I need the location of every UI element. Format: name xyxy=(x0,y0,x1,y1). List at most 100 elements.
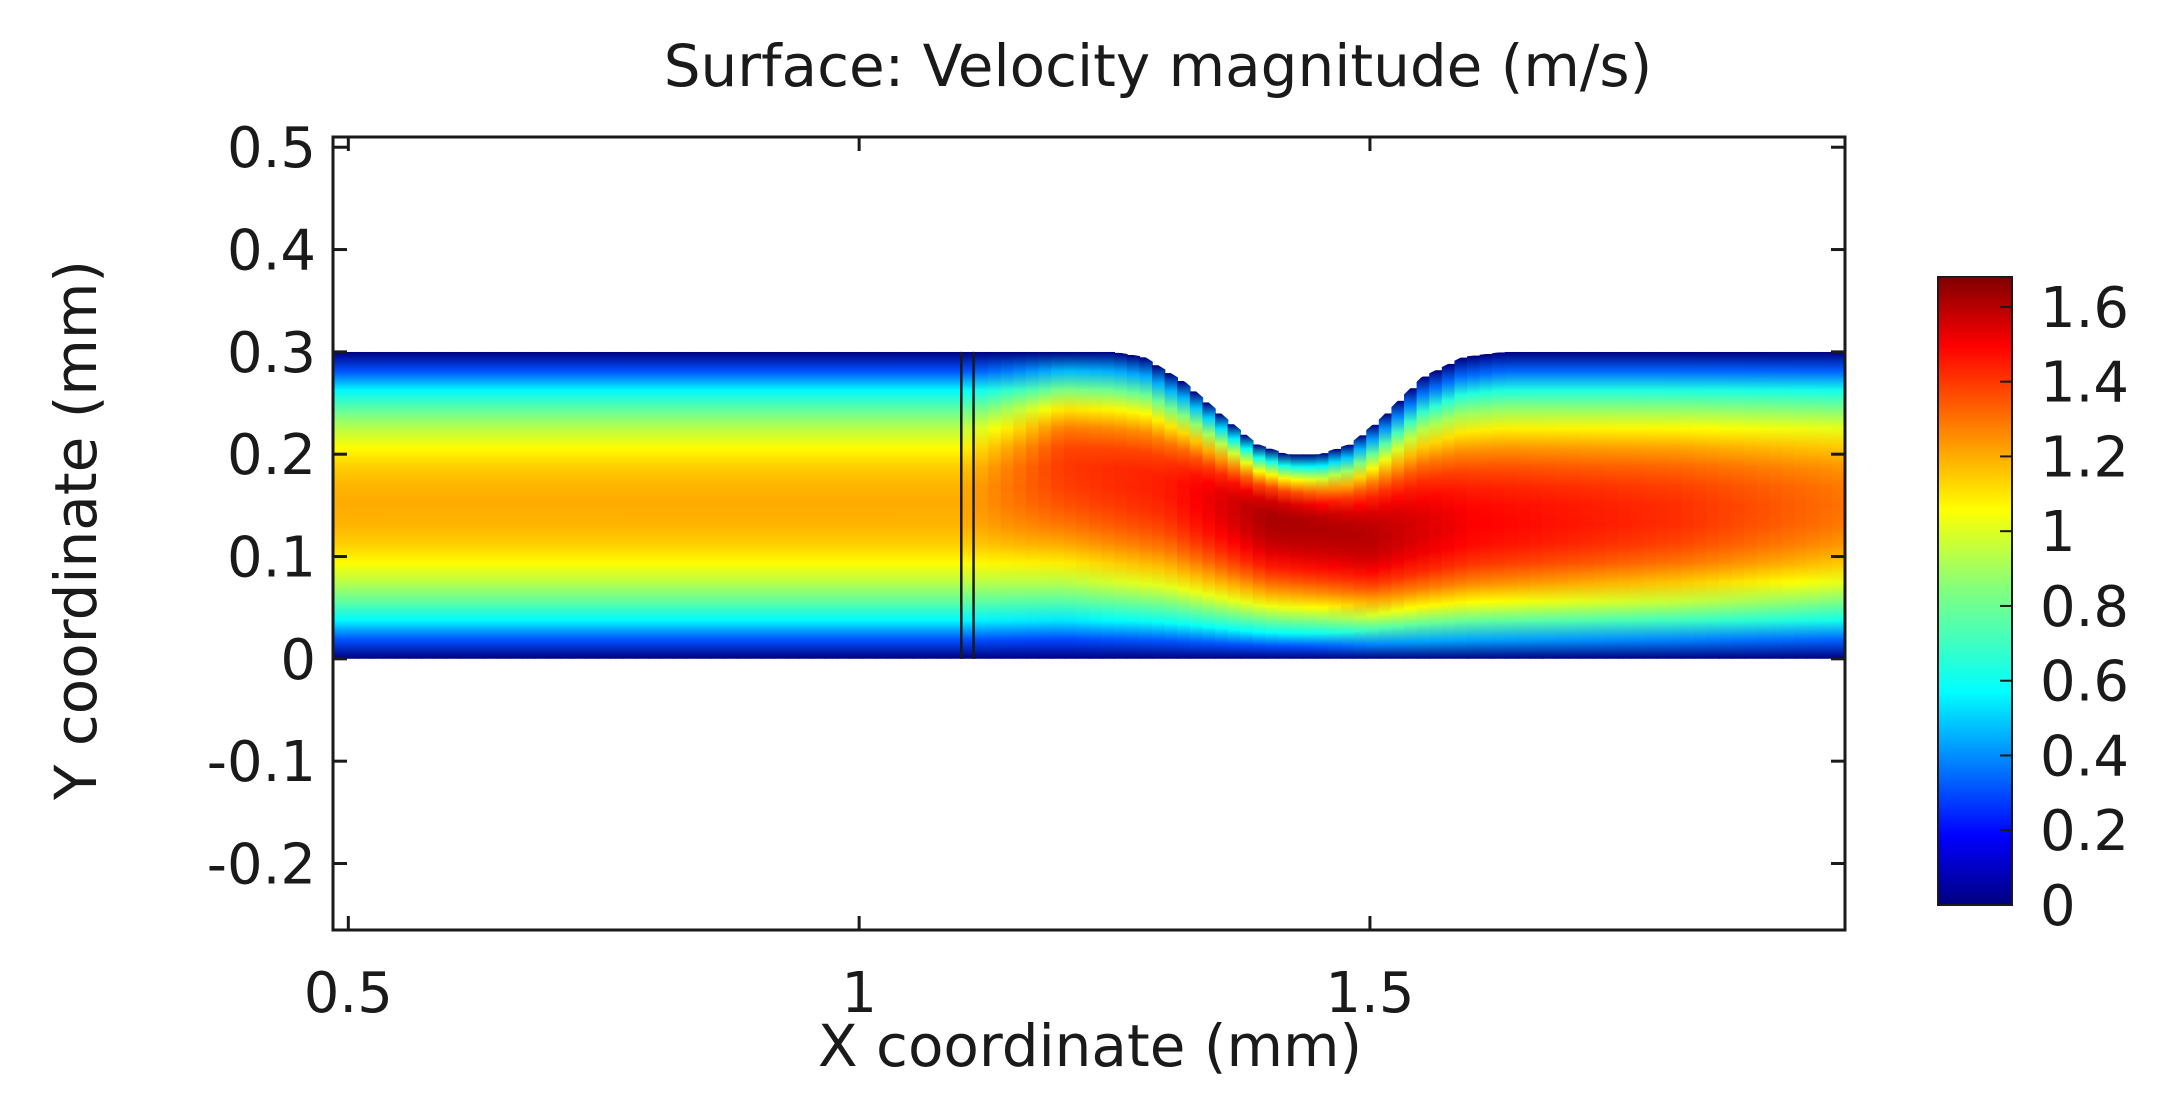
field-strip xyxy=(1517,351,1531,659)
field-strip xyxy=(912,351,926,659)
field-strip xyxy=(1328,448,1342,659)
field-strip xyxy=(1668,351,1682,659)
field-strip xyxy=(1542,351,1556,659)
y-tick-label: 0.5 xyxy=(227,116,316,181)
field-strip xyxy=(1467,355,1481,659)
field-strip xyxy=(1643,351,1657,659)
field-strip xyxy=(673,351,687,659)
y-tick-label: 0.2 xyxy=(227,423,316,488)
field-strip xyxy=(1630,351,1645,659)
field-strip xyxy=(534,351,548,659)
y-tick-label: 0.4 xyxy=(227,219,316,284)
field-strip xyxy=(1265,448,1279,659)
field-strip xyxy=(937,351,952,659)
field-strip xyxy=(849,351,863,659)
field-strip xyxy=(370,351,385,659)
y-tick-label: 0.1 xyxy=(227,526,316,591)
field-strip xyxy=(1441,363,1456,659)
field-strip xyxy=(1706,351,1720,659)
field-strip xyxy=(685,351,700,659)
field-strip xyxy=(1240,434,1254,659)
x-axis: 0.5 1 1.5 xyxy=(304,137,1414,1026)
field-strip xyxy=(988,351,1002,659)
field-strip xyxy=(1530,351,1544,659)
field-strip xyxy=(433,351,448,659)
field-strip xyxy=(1744,351,1758,659)
field-strip xyxy=(1089,351,1103,659)
field-strip xyxy=(648,351,662,659)
colorbar-tick-label: 1.2 xyxy=(2040,425,2129,490)
field-strip xyxy=(660,351,674,659)
field-strip xyxy=(975,351,989,659)
interface-lines xyxy=(960,351,975,659)
field-strip xyxy=(585,351,599,659)
field-strip xyxy=(748,351,763,659)
field-strip xyxy=(547,351,561,659)
field-strip xyxy=(874,351,889,659)
field-strip xyxy=(1567,351,1582,659)
field-strip xyxy=(1252,444,1267,659)
field-strip xyxy=(862,351,876,659)
x-axis-label: X coordinate (mm) xyxy=(818,1012,1362,1080)
colorbar: 1.6 1.4 1.2 1 0.8 0.6 0.4 0.2 0 xyxy=(1937,276,2129,939)
field-strip xyxy=(622,351,637,659)
field-strip xyxy=(559,351,574,659)
field-strip xyxy=(1051,351,1065,659)
y-tick-label: 0 xyxy=(280,628,316,693)
field-strip xyxy=(1605,351,1619,659)
chart-title: Surface: Velocity magnitude (m/s) xyxy=(664,32,1653,100)
field-strip xyxy=(1807,351,1821,659)
colorbar-tick-label: 0 xyxy=(2040,874,2076,939)
colorbar-tick-label: 0.6 xyxy=(2040,650,2129,715)
field-strip xyxy=(1202,402,1216,659)
field-strip xyxy=(1366,424,1380,659)
y-tick-label: -0.1 xyxy=(207,730,316,795)
field-strip xyxy=(358,351,372,659)
x-tick-label: 1.5 xyxy=(1325,961,1414,1026)
field-strip xyxy=(421,351,435,659)
field-strip xyxy=(1479,353,1493,659)
field-strip xyxy=(610,351,624,659)
field-strip xyxy=(572,351,586,659)
field-strip xyxy=(1504,351,1519,659)
field-strip xyxy=(1177,380,1191,659)
field-strip xyxy=(824,351,838,659)
field-strip xyxy=(925,351,939,659)
colorbar-tick-label: 0.4 xyxy=(2040,724,2129,789)
field-strip xyxy=(1454,357,1468,659)
field-strip xyxy=(1341,444,1355,659)
field-strip xyxy=(900,351,914,659)
field-strip xyxy=(1429,370,1443,659)
field-strip xyxy=(1404,388,1418,659)
field-strip xyxy=(484,351,498,659)
field-strip xyxy=(1593,351,1607,659)
field-strip xyxy=(509,351,523,659)
field-strip xyxy=(1315,453,1330,659)
field-strip xyxy=(1000,351,1015,659)
field-strip xyxy=(496,351,511,659)
field-strip xyxy=(396,351,410,659)
field-strip xyxy=(1756,351,1771,659)
field-strip xyxy=(345,351,359,659)
field-strip xyxy=(1026,351,1040,659)
field-strip xyxy=(1215,413,1229,659)
field-strip xyxy=(1303,454,1317,659)
colorbar-tick-label: 0.2 xyxy=(2040,799,2129,864)
field-strip xyxy=(1063,351,1078,659)
field-strip xyxy=(1782,351,1796,659)
field-strip xyxy=(1580,351,1594,659)
field-strip xyxy=(837,351,851,659)
field-strip xyxy=(887,351,901,659)
field-strip xyxy=(1278,452,1292,659)
field-strip xyxy=(597,351,611,659)
field-strip xyxy=(799,351,813,659)
field-strip xyxy=(1139,357,1153,659)
y-tick-label: 0.3 xyxy=(227,321,316,386)
y-axis-label: Y coordinate (mm) xyxy=(42,260,110,801)
field-strip xyxy=(1013,351,1027,659)
field-strip xyxy=(1719,351,1733,659)
field-strip xyxy=(711,351,725,659)
field-strip xyxy=(1101,351,1115,659)
field-strip xyxy=(1290,454,1304,659)
